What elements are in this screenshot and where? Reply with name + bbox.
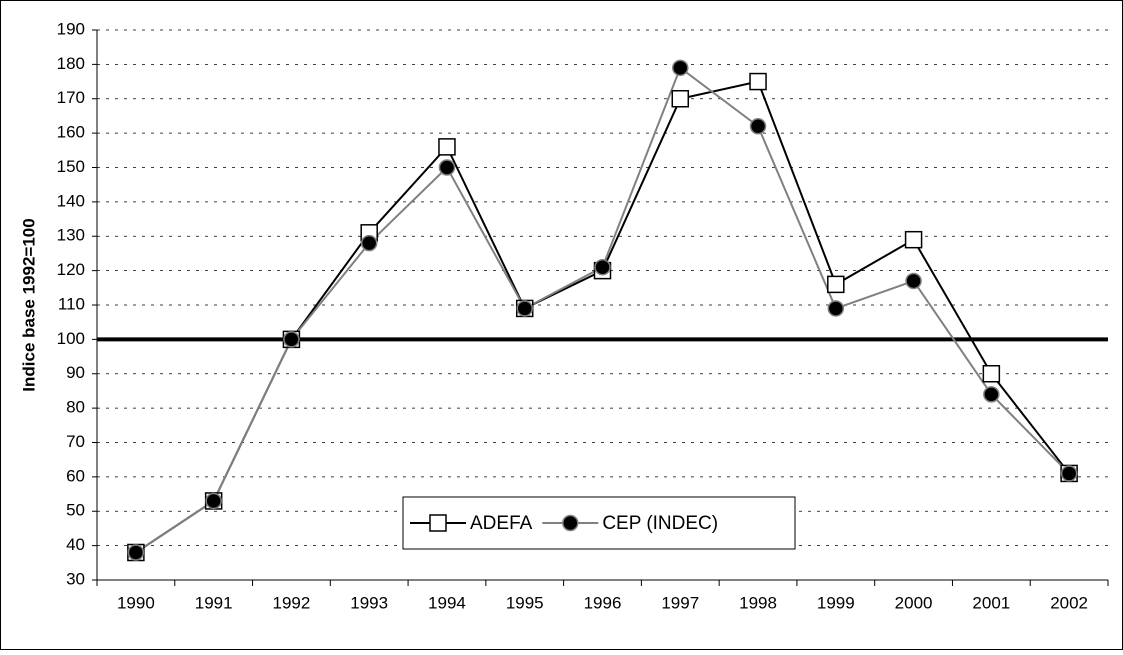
marker bbox=[205, 492, 222, 510]
marker bbox=[360, 234, 378, 252]
x-tick-label: 1996 bbox=[584, 593, 622, 612]
marker bbox=[672, 59, 689, 77]
y-tick-label: 140 bbox=[57, 191, 85, 210]
marker bbox=[827, 275, 845, 294]
x-tick-label: 1997 bbox=[661, 593, 699, 612]
marker bbox=[516, 300, 533, 317]
y-tick-label: 160 bbox=[57, 123, 85, 142]
legend-marker bbox=[429, 514, 447, 532]
y-tick-label: 60 bbox=[66, 466, 85, 485]
legend-label: CEP (INDEC) bbox=[602, 513, 718, 534]
x-tick-label: 1994 bbox=[428, 593, 466, 612]
y-tick-label: 40 bbox=[66, 535, 85, 554]
y-tick-label: 50 bbox=[66, 501, 85, 520]
x-tick-label: 1995 bbox=[506, 593, 544, 612]
x-tick-label: 1992 bbox=[273, 593, 311, 612]
marker bbox=[982, 365, 1001, 383]
y-tick-label: 30 bbox=[66, 569, 85, 588]
x-tick-label: 1991 bbox=[195, 593, 233, 612]
marker bbox=[749, 118, 767, 135]
y-axis-label: Indice base 1992=100 bbox=[19, 218, 38, 391]
legend-label: ADEFA bbox=[470, 513, 533, 534]
y-tick-label: 180 bbox=[57, 54, 85, 73]
marker bbox=[594, 258, 611, 276]
marker bbox=[827, 300, 845, 317]
x-tick-label: 2001 bbox=[972, 593, 1010, 612]
marker bbox=[127, 544, 145, 561]
x-tick-label: 1990 bbox=[117, 593, 155, 612]
y-tick-label: 80 bbox=[66, 398, 85, 417]
legend-box bbox=[402, 496, 796, 550]
y-tick-label: 110 bbox=[58, 294, 85, 313]
marker bbox=[905, 272, 922, 290]
marker bbox=[1060, 465, 1078, 482]
x-tick-label: 1993 bbox=[350, 593, 388, 612]
legend-marker bbox=[562, 514, 579, 532]
x-tick-label: 2000 bbox=[895, 593, 933, 612]
marker bbox=[983, 386, 1000, 403]
y-tick-label: 90 bbox=[66, 363, 85, 382]
y-tick-label: 70 bbox=[66, 432, 85, 451]
x-tick-label: 1998 bbox=[739, 593, 777, 612]
y-tick-label: 130 bbox=[57, 226, 85, 245]
marker bbox=[904, 230, 923, 249]
x-tick-label: 2002 bbox=[1050, 593, 1088, 612]
marker bbox=[749, 72, 767, 91]
y-tick-label: 120 bbox=[57, 260, 85, 279]
marker bbox=[283, 331, 300, 348]
marker bbox=[438, 159, 456, 176]
marker bbox=[438, 138, 456, 156]
y-tick-label: 170 bbox=[57, 88, 85, 107]
marker bbox=[671, 90, 690, 108]
y-tick-label: 190 bbox=[57, 19, 85, 38]
x-tick-label: 1999 bbox=[817, 593, 855, 612]
y-tick-label: 100 bbox=[57, 329, 85, 348]
y-tick-label: 150 bbox=[57, 157, 85, 176]
